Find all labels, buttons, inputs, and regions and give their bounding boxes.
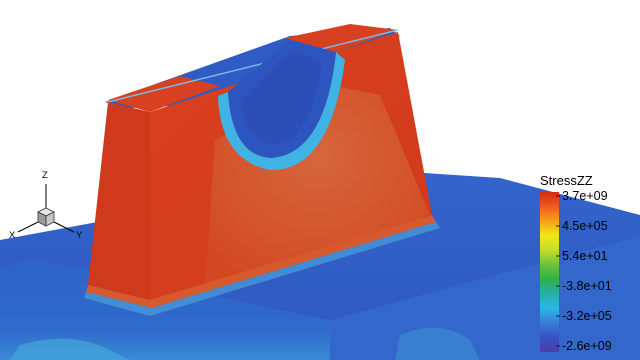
fin-base-shadow (84, 222, 440, 316)
fin-arch-void-shade (240, 50, 322, 145)
stress-legend: StressZZ 3.7e+09 4.5e+05 5.4e+01 -3.8e+01 -3… (540, 173, 612, 353)
fin-left-face (88, 102, 150, 300)
legend-tick-label: -3.8e+01 (562, 279, 612, 293)
fin-base-strip (86, 215, 436, 308)
fin-top-face (105, 24, 400, 112)
orientation-triad[interactable]: Z X Y (9, 170, 83, 241)
fin-arch-rim (218, 52, 345, 171)
triad-y-label: Y (76, 230, 83, 241)
legend-title: StressZZ (540, 173, 593, 188)
legend-tick-label: -2.6e+09 (562, 339, 612, 353)
top-pad-left (108, 76, 220, 112)
legend-tick-label: 4.5e+05 (562, 219, 608, 233)
legend-ticks: 3.7e+09 4.5e+05 5.4e+01 -3.8e+01 -3.2e+05 -2.… (556, 189, 612, 353)
legend-tick-label: 5.4e+01 (562, 249, 608, 263)
triad-x-label: X (9, 230, 16, 241)
triad-cube-icon (37, 207, 55, 227)
triad-z-label: Z (42, 170, 48, 181)
legend-colorbar (540, 192, 559, 352)
substrate-stress-streak (10, 338, 130, 360)
fin-top-edge (107, 29, 399, 103)
legend-tick-label: 3.7e+09 (562, 189, 608, 203)
legend-tick-label: -3.2e+05 (562, 309, 612, 323)
top-pad-right (285, 24, 398, 52)
substrate-right-face (330, 236, 640, 360)
substrate-stress-streak (395, 327, 480, 360)
